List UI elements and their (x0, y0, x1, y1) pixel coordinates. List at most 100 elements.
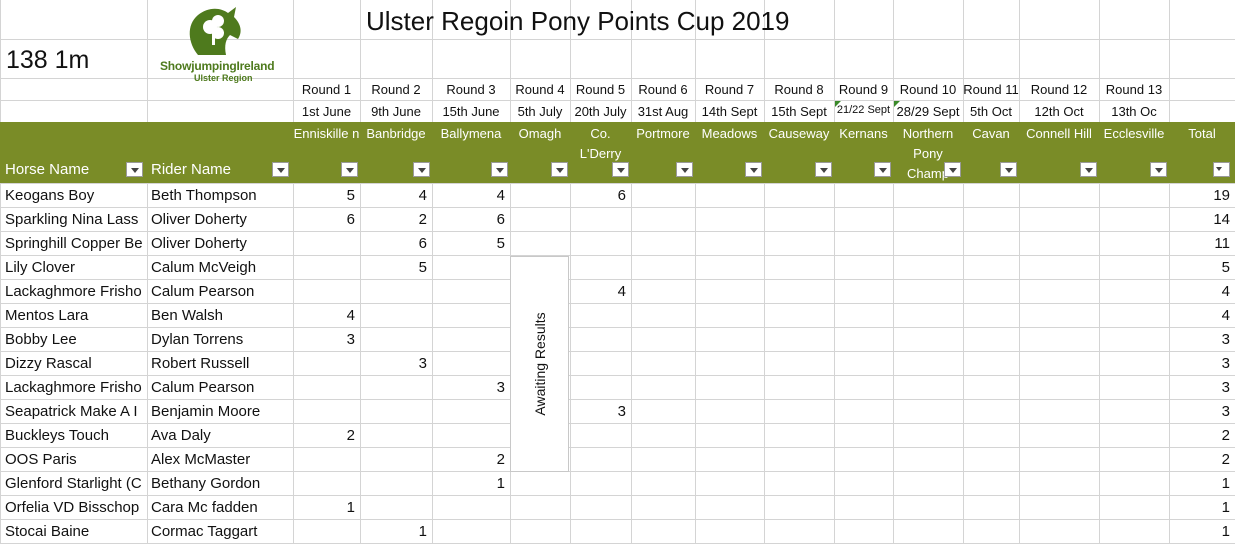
points-cell[interactable] (633, 520, 690, 544)
points-cell[interactable] (362, 424, 427, 448)
total-cell[interactable]: 3 (1221, 355, 1230, 372)
total-cell[interactable]: 14 (1213, 211, 1230, 228)
points-cell[interactable] (836, 400, 888, 424)
round-date[interactable]: 1st June (301, 104, 352, 119)
points-cell[interactable] (697, 376, 759, 400)
points-cell[interactable] (965, 280, 1014, 304)
round-date[interactable]: 13th Oc (1111, 104, 1157, 119)
points-cell[interactable] (512, 208, 565, 232)
points-cell[interactable] (1021, 280, 1094, 304)
rider-name-cell[interactable]: Calum McVeigh (151, 259, 257, 276)
total-cell[interactable]: 4 (1221, 283, 1230, 300)
round-date[interactable]: 15th June (442, 104, 500, 119)
points-cell[interactable] (512, 184, 565, 208)
points-cell[interactable] (295, 232, 355, 256)
points-cell[interactable] (295, 280, 355, 304)
points-cell[interactable] (895, 400, 958, 424)
points-cell[interactable]: 1 (496, 475, 505, 492)
horse-name-cell[interactable]: Dizzy Rascal (5, 355, 92, 372)
points-cell[interactable] (766, 232, 829, 256)
round-label[interactable]: Round 1 (301, 82, 352, 97)
points-cell[interactable] (965, 376, 1014, 400)
points-cell[interactable]: 5 (496, 235, 505, 252)
points-cell[interactable]: 5 (346, 187, 355, 204)
round-date[interactable]: 5th Oct (970, 104, 1012, 119)
points-cell[interactable] (1021, 496, 1094, 520)
points-cell[interactable]: 4 (617, 283, 626, 300)
points-cell[interactable]: 2 (496, 451, 505, 468)
points-cell[interactable] (836, 472, 888, 496)
points-cell[interactable] (1021, 352, 1094, 376)
points-cell[interactable] (1021, 304, 1094, 328)
points-cell[interactable] (1101, 496, 1164, 520)
points-cell[interactable] (1101, 424, 1164, 448)
points-cell[interactable] (362, 280, 427, 304)
points-cell[interactable] (766, 280, 829, 304)
points-cell[interactable] (766, 376, 829, 400)
points-cell[interactable] (572, 256, 626, 280)
points-cell[interactable] (836, 424, 888, 448)
points-cell[interactable] (697, 184, 759, 208)
points-cell[interactable] (572, 496, 626, 520)
total-cell[interactable]: 11 (1214, 235, 1230, 252)
points-cell[interactable] (572, 472, 626, 496)
points-cell[interactable] (766, 472, 829, 496)
points-cell[interactable] (1021, 400, 1094, 424)
points-cell[interactable] (572, 520, 626, 544)
points-cell[interactable] (965, 184, 1014, 208)
points-cell[interactable] (766, 304, 829, 328)
points-cell[interactable] (697, 328, 759, 352)
points-cell[interactable] (965, 448, 1014, 472)
points-cell[interactable] (836, 208, 888, 232)
total-cell[interactable]: 1 (1221, 499, 1230, 516)
rider-name-cell[interactable]: Ben Walsh (151, 307, 223, 324)
points-cell[interactable] (697, 520, 759, 544)
venue-filter-button[interactable] (491, 162, 508, 177)
points-cell[interactable] (965, 400, 1014, 424)
points-cell[interactable] (633, 304, 690, 328)
points-cell[interactable] (697, 424, 759, 448)
total-cell[interactable]: 2 (1221, 451, 1230, 468)
round-date[interactable]: 12th Oct (1034, 104, 1084, 119)
points-cell[interactable] (895, 472, 958, 496)
points-cell[interactable] (1101, 304, 1164, 328)
horse-filter-button[interactable] (126, 162, 143, 177)
rider-name-cell[interactable]: Oliver Doherty (151, 211, 247, 228)
points-cell[interactable] (572, 448, 626, 472)
points-cell[interactable] (766, 520, 829, 544)
round-label[interactable]: Round 2 (371, 82, 421, 97)
points-cell[interactable] (836, 520, 888, 544)
round-date[interactable]: 31st Aug (637, 104, 689, 119)
points-cell[interactable]: 6 (496, 211, 505, 228)
points-cell[interactable] (1101, 208, 1164, 232)
points-cell[interactable] (965, 520, 1014, 544)
points-cell[interactable] (633, 352, 690, 376)
points-cell[interactable] (362, 304, 427, 328)
round-label[interactable]: Round 10 (899, 82, 957, 97)
points-cell[interactable] (362, 448, 427, 472)
horse-name-cell[interactable]: Lackaghmore Frisho (5, 379, 142, 396)
venue-filter-button[interactable] (1000, 162, 1017, 177)
horse-name-cell[interactable]: Buckleys Touch (5, 427, 109, 444)
points-cell[interactable]: 1 (346, 499, 355, 516)
points-cell[interactable]: 6 (418, 235, 427, 252)
points-cell[interactable] (633, 256, 690, 280)
points-cell[interactable] (1101, 376, 1164, 400)
round-label[interactable]: Round 4 (515, 82, 565, 97)
points-cell[interactable] (836, 328, 888, 352)
points-cell[interactable] (362, 496, 427, 520)
points-cell[interactable] (1101, 400, 1164, 424)
venue-filter-button[interactable] (341, 162, 358, 177)
points-cell[interactable] (766, 352, 829, 376)
points-cell[interactable] (965, 424, 1014, 448)
round-date[interactable]: 14th Sept (701, 104, 758, 119)
points-cell[interactable] (434, 496, 505, 520)
rider-name-cell[interactable]: Oliver Doherty (151, 235, 247, 252)
points-cell[interactable] (766, 400, 829, 424)
points-cell[interactable] (836, 232, 888, 256)
horse-name-cell[interactable]: Glenford Starlight (C (5, 475, 142, 492)
total-cell[interactable]: 3 (1221, 379, 1230, 396)
points-cell[interactable] (362, 472, 427, 496)
points-cell[interactable] (434, 400, 505, 424)
horse-name-cell[interactable]: Keogans Boy (5, 187, 95, 204)
